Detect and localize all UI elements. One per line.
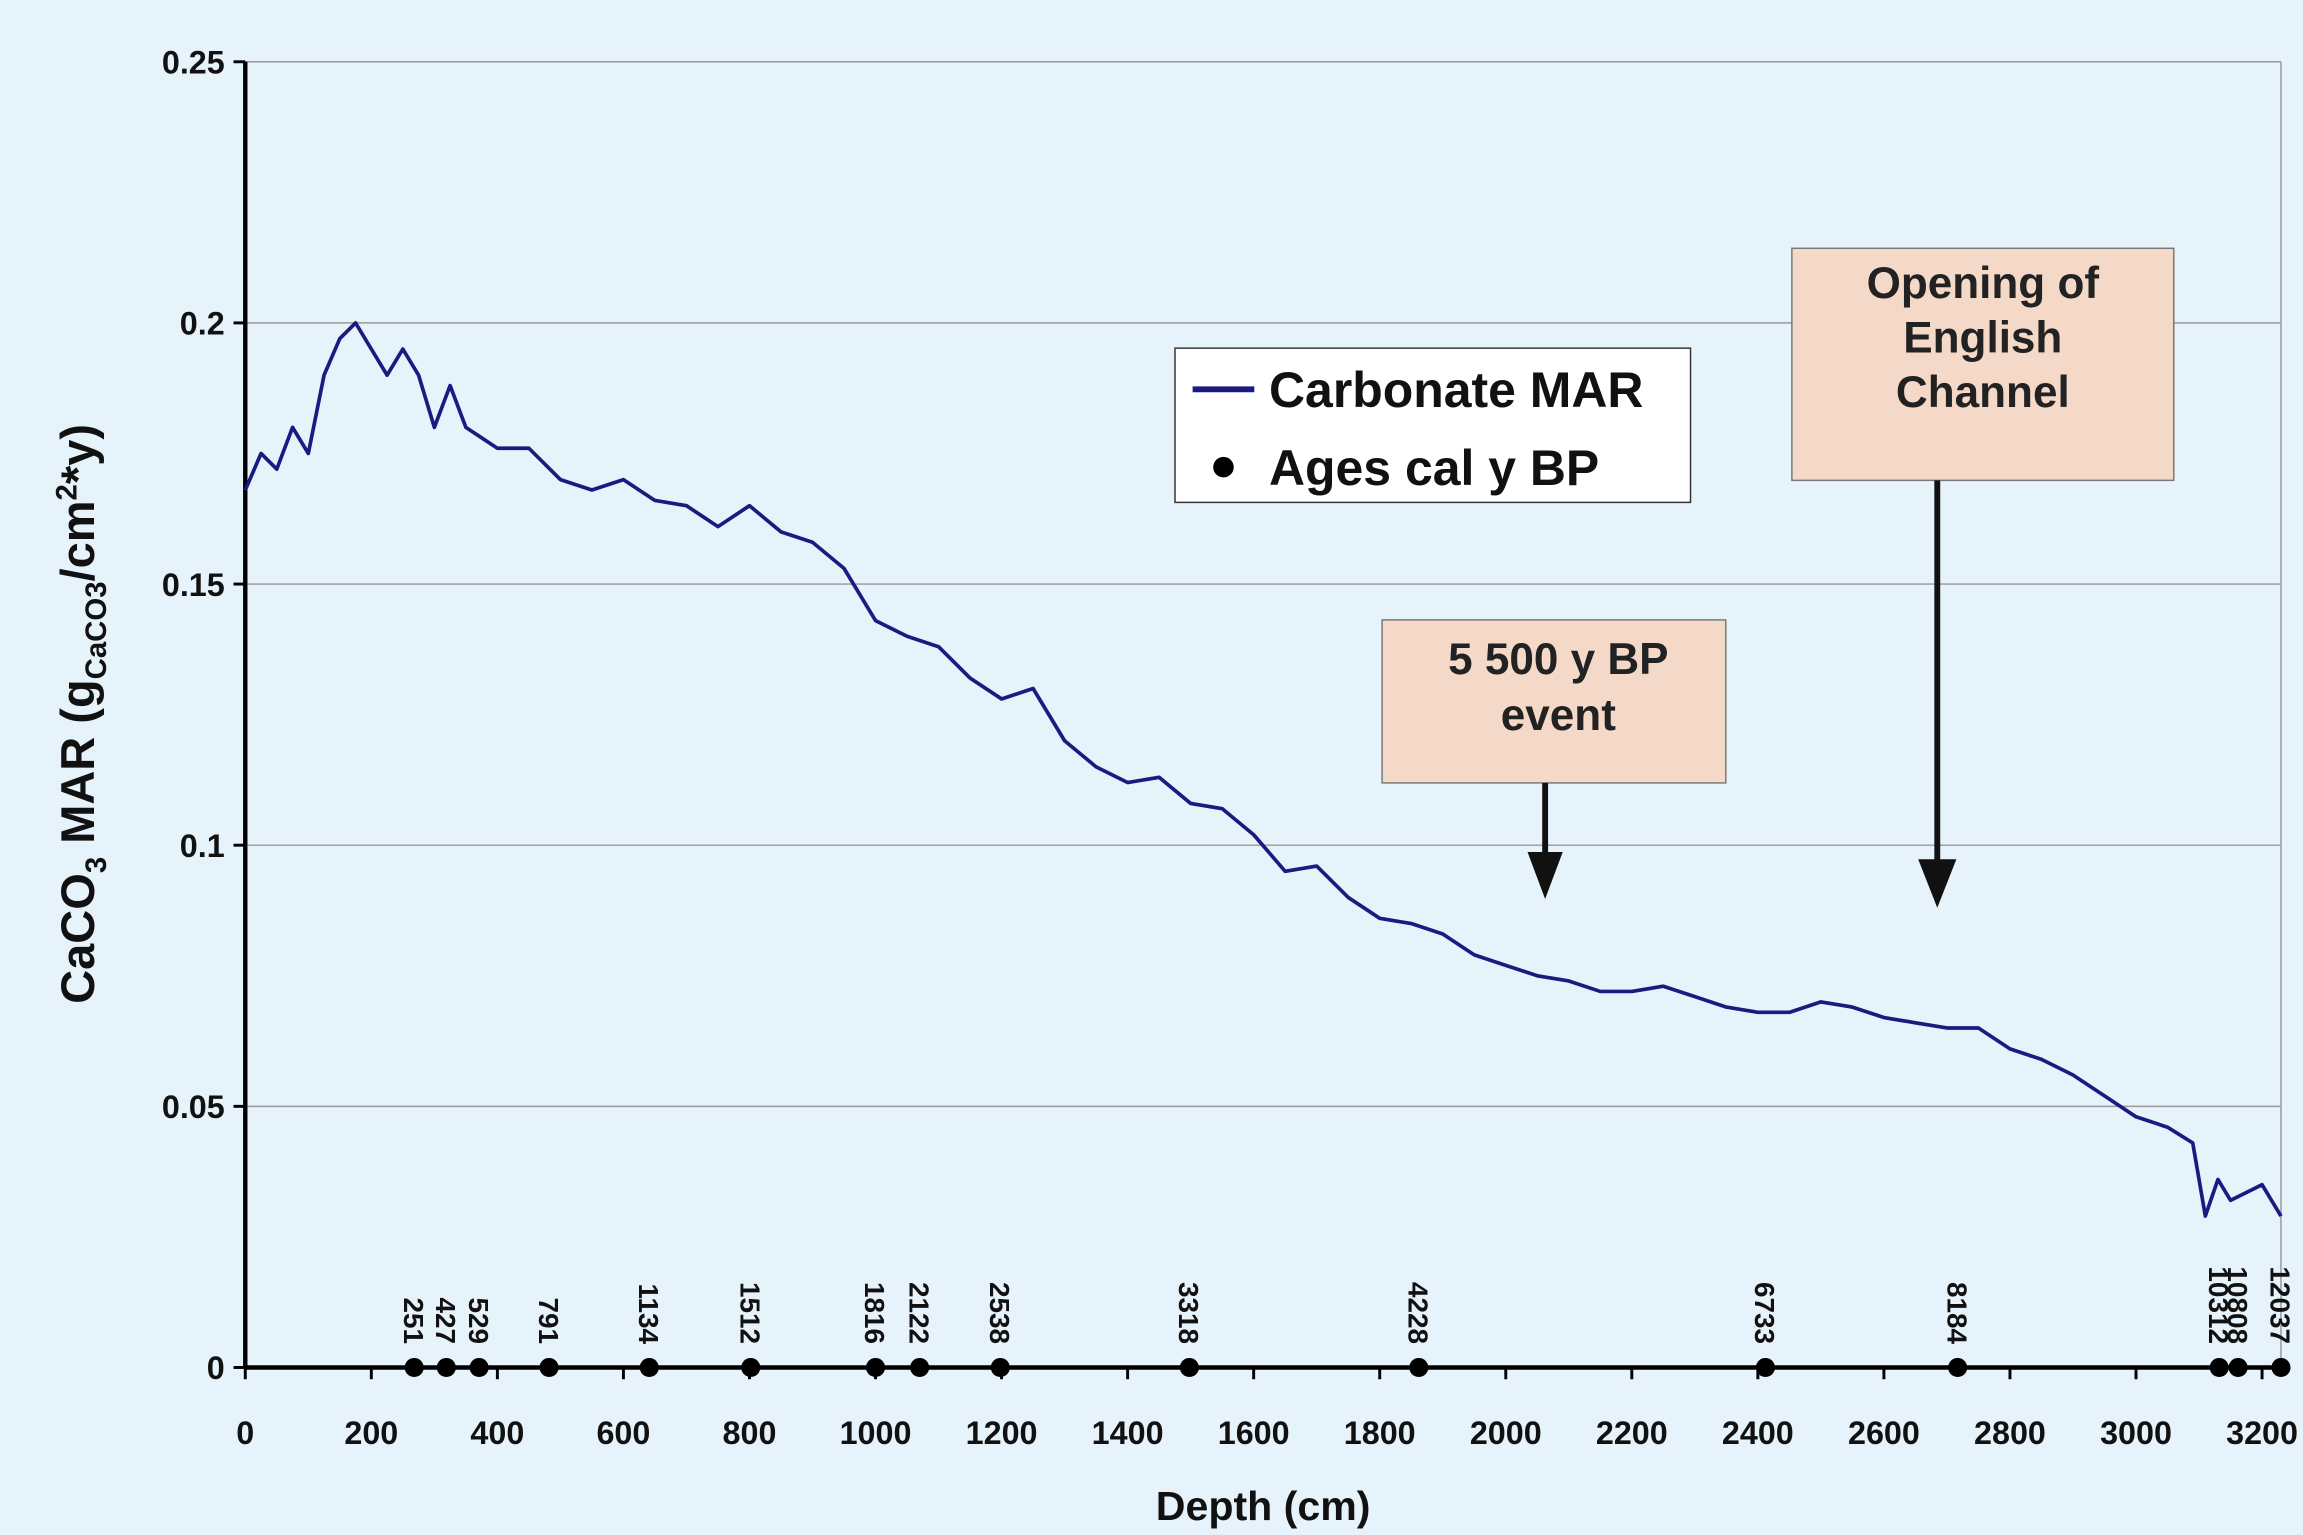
x-tick-label: 1200 xyxy=(966,1415,1038,1451)
y-tick-label: 0.25 xyxy=(162,45,225,81)
annotation-text: Channel xyxy=(1896,368,2070,417)
x-tick-label: 800 xyxy=(723,1415,777,1451)
age-label: 791 xyxy=(533,1297,564,1344)
age-label: 1816 xyxy=(859,1282,890,1344)
data-line xyxy=(243,321,2283,1218)
age-label: 1512 xyxy=(734,1282,765,1344)
x-tick-label: 3200 xyxy=(2226,1415,2298,1451)
x-tick-label: 3000 xyxy=(2100,1415,2172,1451)
age-point xyxy=(990,1357,1010,1378)
age-point xyxy=(741,1357,761,1378)
age-point xyxy=(1755,1357,1775,1378)
age-point xyxy=(639,1357,659,1378)
legend-label: Ages cal y BP xyxy=(1269,440,1599,496)
y-title-part: 3 xyxy=(80,857,113,873)
annotation: 5 500 y BP event xyxy=(1381,619,1727,899)
age-label: 251 xyxy=(398,1297,429,1344)
x-tick-label: 1800 xyxy=(1344,1415,1416,1451)
legend-box xyxy=(1174,347,1692,504)
annotation-text: 5 500 y BP xyxy=(1448,635,1668,684)
x-tick-label: 1400 xyxy=(1092,1415,1164,1451)
age-label: 2122 xyxy=(903,1282,934,1344)
age-label: 1134 xyxy=(633,1283,664,1344)
plot: 251 427 529 791 1134 1512 1816 2122 2538 3318 4228… xyxy=(243,321,2296,1378)
age-label: 529 xyxy=(463,1297,494,1344)
x-tick-label: 1000 xyxy=(840,1415,912,1451)
x-tick-label: 2200 xyxy=(1596,1415,1668,1451)
grid: 0 0.05 0.1 0.15 0.2 0.25 0 200 400 600 800 1000 1200… xyxy=(162,45,2298,1451)
age-label: 8184 xyxy=(1941,1282,1972,1345)
age-label: 4228 xyxy=(1403,1282,1434,1344)
y-title-part: *y) xyxy=(51,424,104,484)
annotation: Opening of English Channel xyxy=(1791,247,2175,908)
y-tick-label: 0.2 xyxy=(180,306,225,342)
x-axis-title: Depth (cm) xyxy=(1156,1483,1371,1529)
y-tick-label: 0.15 xyxy=(162,567,225,603)
age-point xyxy=(910,1357,930,1378)
age-point xyxy=(404,1357,424,1378)
y-title-part: CaCO xyxy=(51,873,104,1004)
age-label: 6733 xyxy=(1749,1282,1780,1344)
legend-label: Carbonate MAR xyxy=(1269,362,1643,418)
y-title-part: 2 xyxy=(50,484,83,500)
age-label: 427 xyxy=(430,1297,461,1344)
x-tick-label: 1600 xyxy=(1218,1415,1290,1451)
y-title-part: /cm xyxy=(51,500,104,581)
age-point xyxy=(1179,1357,1199,1378)
annotation-text: English xyxy=(1903,314,2062,363)
y-tick-label: 0 xyxy=(207,1350,225,1386)
age-point xyxy=(2209,1357,2229,1378)
age-point xyxy=(865,1357,886,1378)
x-tick-label: 0 xyxy=(236,1415,254,1451)
x-tick-label: 400 xyxy=(470,1415,524,1451)
legend: Carbonate MAR Ages cal y BP xyxy=(1174,347,1692,504)
x-tick-label: 600 xyxy=(596,1415,650,1451)
age-point xyxy=(2271,1357,2291,1378)
age-point xyxy=(1409,1357,1429,1378)
y-title-part: MAR (g xyxy=(51,679,104,857)
arrowhead xyxy=(1918,859,1957,908)
x-tick-label: 2000 xyxy=(1470,1415,1542,1451)
y-tick-label: 0.1 xyxy=(180,828,225,864)
annotation-text: Opening of xyxy=(1867,259,2100,308)
arrowhead xyxy=(1527,851,1563,899)
annotation-text: event xyxy=(1501,691,1616,740)
y-title-part: CaCO3 xyxy=(80,581,113,679)
age-point xyxy=(469,1357,489,1378)
y-axis-title: CaCO3 MAR (gCaCO3/cm2*y) xyxy=(50,424,112,1004)
legend-marker xyxy=(1213,456,1234,478)
age-label: 3318 xyxy=(1173,1282,1204,1344)
age-label: 12037 xyxy=(2265,1266,2296,1344)
age-point xyxy=(436,1357,456,1378)
age-point xyxy=(539,1357,559,1378)
annotation-box xyxy=(1381,619,1727,784)
y-tick-label: 0.05 xyxy=(162,1089,225,1125)
age-label: 10808 xyxy=(2222,1266,2253,1344)
x-tick-label: 200 xyxy=(344,1415,398,1451)
annotation-box xyxy=(1791,247,2175,482)
age-point xyxy=(1948,1357,1968,1378)
x-tick-label: 2800 xyxy=(1974,1415,2046,1451)
age-label: 10312 xyxy=(2203,1266,2234,1344)
x-tick-label: 2400 xyxy=(1722,1415,1794,1451)
age-label: 2538 xyxy=(984,1282,1015,1344)
age-point xyxy=(2228,1357,2248,1378)
x-tick-label: 2600 xyxy=(1848,1415,1920,1451)
